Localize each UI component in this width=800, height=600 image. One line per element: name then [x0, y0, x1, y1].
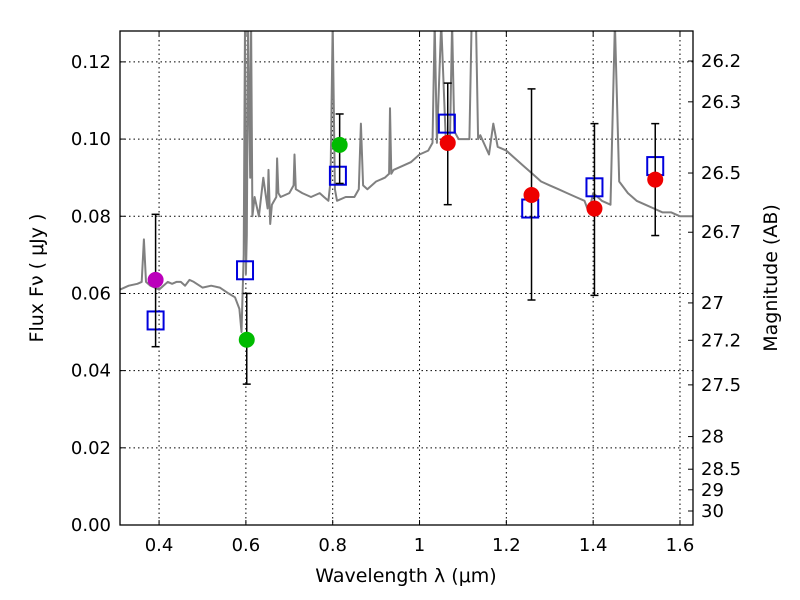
x-ticks: 0.4 0.6 0.8 1 1.2 1.4 1.6 — [145, 31, 695, 556]
right-axis-label: Magnitude (AB) — [760, 204, 782, 352]
observed-point — [238, 331, 255, 348]
y-tick-label: 0.08 — [71, 206, 111, 227]
x-tick-label: 0.6 — [232, 535, 261, 556]
right-tick-label: 28 — [701, 427, 724, 448]
y-ticks: 0.00 0.02 0.04 0.06 0.08 0.10 0.12 — [71, 52, 125, 536]
observed-point — [331, 136, 348, 153]
right-tick-label: 26.3 — [701, 92, 741, 113]
x-tick-label: 1 — [414, 535, 425, 556]
y-tick-label: 0.00 — [71, 515, 111, 536]
y-tick-label: 0.12 — [71, 52, 111, 73]
right-tick-label: 26.7 — [701, 222, 741, 243]
right-tick-label: 27.2 — [701, 330, 741, 351]
y-tick-label: 0.10 — [71, 129, 111, 150]
y-tick-label: 0.06 — [71, 283, 111, 304]
observed-point — [147, 271, 164, 288]
x-axis-label: Wavelength λ (μm) — [315, 565, 496, 587]
x-tick-label: 1.2 — [492, 535, 521, 556]
observed-point — [439, 134, 456, 151]
x-tick-label: 1.4 — [579, 535, 608, 556]
model-box-marker — [437, 113, 456, 134]
y-axis-label: Flux Fν ( μJy ) — [26, 214, 48, 343]
model-box-marker — [236, 260, 255, 281]
right-tick-label: 27 — [701, 293, 724, 314]
observed-photometry — [147, 82, 664, 385]
x-tick-label: 0.8 — [318, 535, 347, 556]
observed-point — [586, 200, 603, 217]
grid-lines — [120, 31, 693, 526]
right-tick-label: 26.2 — [701, 51, 741, 72]
plot-area — [120, 31, 693, 385]
plot-frame — [119, 30, 694, 526]
y-tick-label: 0.04 — [71, 361, 111, 382]
model-photometry — [146, 113, 665, 331]
right-tick-label: 26.5 — [701, 163, 741, 184]
x-tick-label: 0.4 — [145, 535, 174, 556]
spectrum-line — [120, 31, 693, 333]
y-tick-label: 0.02 — [71, 438, 111, 459]
observed-point — [523, 187, 540, 204]
model-box-marker — [328, 165, 347, 186]
right-tick-label: 29 — [701, 480, 724, 501]
right-tick-label: 28.5 — [701, 459, 741, 480]
observed-point — [647, 171, 664, 188]
right-tick-label: 30 — [701, 501, 724, 522]
right-tick-label: 27.5 — [701, 375, 741, 396]
x-tick-label: 1.6 — [666, 535, 695, 556]
